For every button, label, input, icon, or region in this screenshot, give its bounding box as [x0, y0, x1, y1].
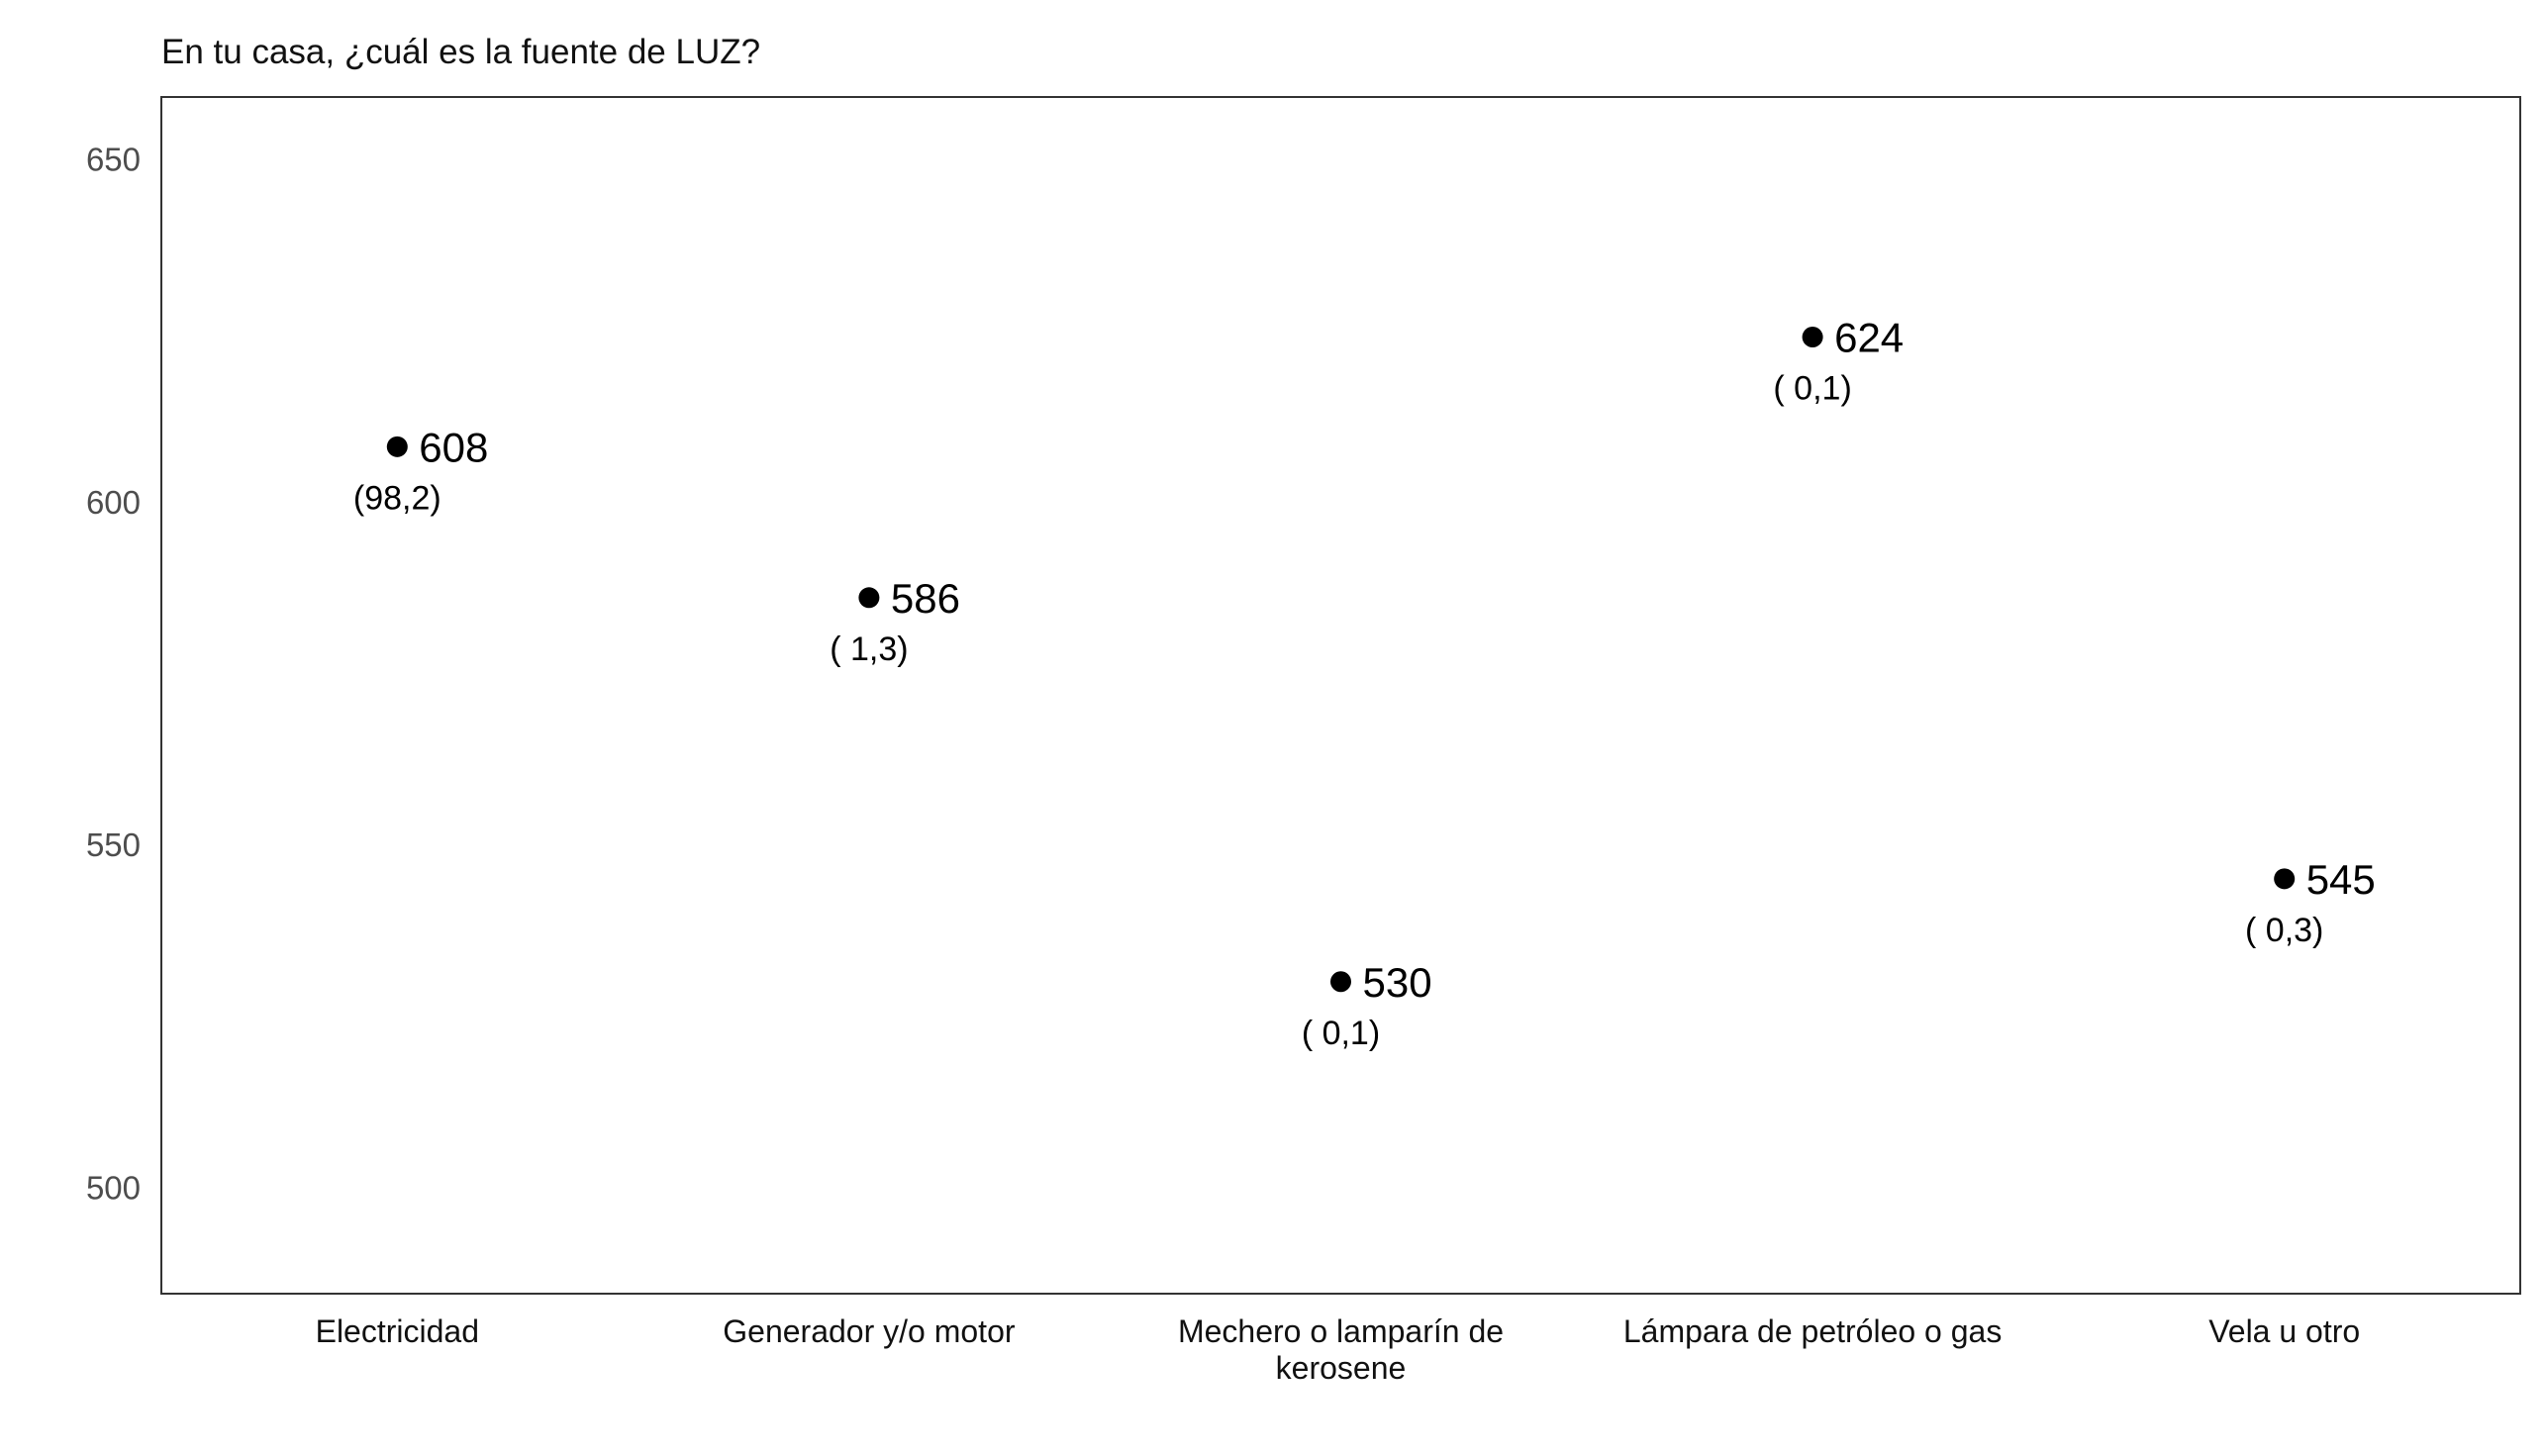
percent-label: ( 0,1) — [1773, 369, 1851, 407]
percent-label: ( 0,1) — [1302, 1015, 1380, 1052]
value-label: 530 — [1363, 959, 1432, 1006]
plot-panel-border — [160, 96, 2521, 1295]
y-tick-label: 650 — [86, 141, 141, 177]
value-label: 545 — [2306, 856, 2376, 903]
data-point — [1330, 971, 1351, 993]
data-point — [386, 436, 408, 457]
value-label: 624 — [1834, 314, 1904, 360]
y-tick-label: 600 — [86, 484, 141, 521]
data-points: 608 (98,2) 586 ( 1,3) 530 ( 0,1) 624 ( 0,1) 545 (… — [353, 314, 2376, 1051]
value-label: 586 — [891, 575, 960, 622]
x-axis: Electricidad Generador y/o motor Mechero o… — [316, 1313, 2361, 1386]
x-tick-label: Mechero o lamparín de — [1178, 1313, 1504, 1349]
chart-title: En tu casa, ¿cuál es la fuente de LUZ? — [161, 33, 760, 71]
value-label: 608 — [419, 424, 488, 470]
data-point — [1802, 326, 1823, 347]
percent-label: ( 0,3) — [2245, 912, 2323, 949]
percent-label: ( 1,3) — [830, 631, 908, 668]
x-tick-label: Electricidad — [316, 1313, 479, 1349]
x-tick-label: kerosene — [1276, 1350, 1407, 1386]
percent-label: (98,2) — [353, 479, 441, 517]
data-point — [2274, 868, 2296, 890]
x-tick-label: Generador y/o motor — [723, 1313, 1016, 1349]
y-tick-label: 500 — [86, 1170, 141, 1207]
x-tick-label: Vela u otro — [2208, 1313, 2360, 1349]
y-tick-label: 550 — [86, 826, 141, 863]
x-tick-label: Lámpara de petróleo o gas — [1623, 1313, 2002, 1349]
y-axis: 500 550 600 650 — [86, 141, 141, 1206]
data-point — [858, 587, 880, 609]
